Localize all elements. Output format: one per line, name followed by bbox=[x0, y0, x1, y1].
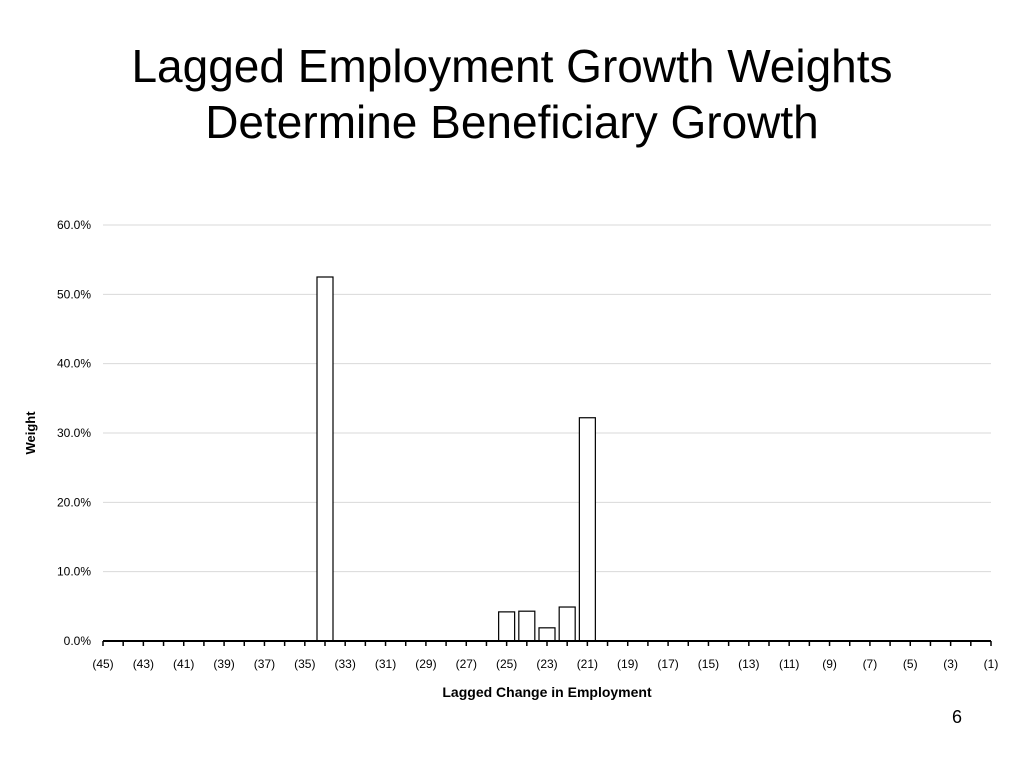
x-tick-label: (25) bbox=[496, 657, 517, 671]
x-tick-label: (13) bbox=[738, 657, 759, 671]
x-tick-label: (5) bbox=[903, 657, 918, 671]
x-tick-label: (45) bbox=[92, 657, 113, 671]
x-tick-label: (29) bbox=[415, 657, 436, 671]
bar bbox=[558, 606, 576, 642]
x-tick-label: (9) bbox=[822, 657, 837, 671]
gridlines bbox=[103, 224, 991, 573]
x-tick-label: (1) bbox=[984, 657, 999, 671]
bar bbox=[518, 610, 536, 642]
y-tick-labels: 0.0% 10.0% 20.0% 30.0% 40.0% 50.0% 60.0% bbox=[57, 218, 91, 648]
axes bbox=[102, 640, 992, 646]
y-tick-label: 40.0% bbox=[57, 357, 91, 371]
y-tick-label: 0.0% bbox=[64, 634, 92, 648]
bar bbox=[578, 417, 596, 642]
bars bbox=[316, 276, 596, 642]
y-axis-label: Weight bbox=[23, 411, 38, 455]
x-tick-labels: (45) (43) (41) (39) (37) (35) (33) (31) (29) (27)… bbox=[92, 657, 998, 671]
x-tick-label: (23) bbox=[536, 657, 557, 671]
y-tick-label: 30.0% bbox=[57, 426, 91, 440]
bar bbox=[498, 611, 516, 642]
x-tick-label: (19) bbox=[617, 657, 638, 671]
x-tick-label: (7) bbox=[863, 657, 878, 671]
x-tick-label: (41) bbox=[173, 657, 194, 671]
x-tick-label: (15) bbox=[698, 657, 719, 671]
x-tick-label: (35) bbox=[294, 657, 315, 671]
x-tick-label: (21) bbox=[577, 657, 598, 671]
page-number: 6 bbox=[951, 707, 962, 727]
slide-title: Lagged Employment Growth Weights Determi… bbox=[0, 38, 1024, 150]
x-tick-label: (33) bbox=[335, 657, 356, 671]
x-axis-label: Lagged Change in Employment bbox=[442, 684, 652, 700]
slide-title-line-2: Determine Beneficiary Growth bbox=[205, 96, 819, 148]
y-tick-label: 60.0% bbox=[57, 218, 91, 232]
bar bbox=[316, 276, 334, 642]
x-tick-label: (37) bbox=[254, 657, 275, 671]
x-tick-label: (27) bbox=[456, 657, 477, 671]
slide-title-line-1: Lagged Employment Growth Weights bbox=[131, 40, 893, 92]
y-tick-label: 10.0% bbox=[57, 565, 91, 579]
x-tick-label: (43) bbox=[133, 657, 154, 671]
x-tick-label: (39) bbox=[213, 657, 234, 671]
x-tick-label: (3) bbox=[943, 657, 958, 671]
x-tick-label: (17) bbox=[657, 657, 678, 671]
y-tick-label: 50.0% bbox=[57, 287, 91, 301]
x-tick-label: (31) bbox=[375, 657, 396, 671]
x-tick-label: (11) bbox=[779, 657, 799, 671]
y-tick-label: 20.0% bbox=[57, 495, 91, 509]
bar bbox=[538, 627, 556, 642]
